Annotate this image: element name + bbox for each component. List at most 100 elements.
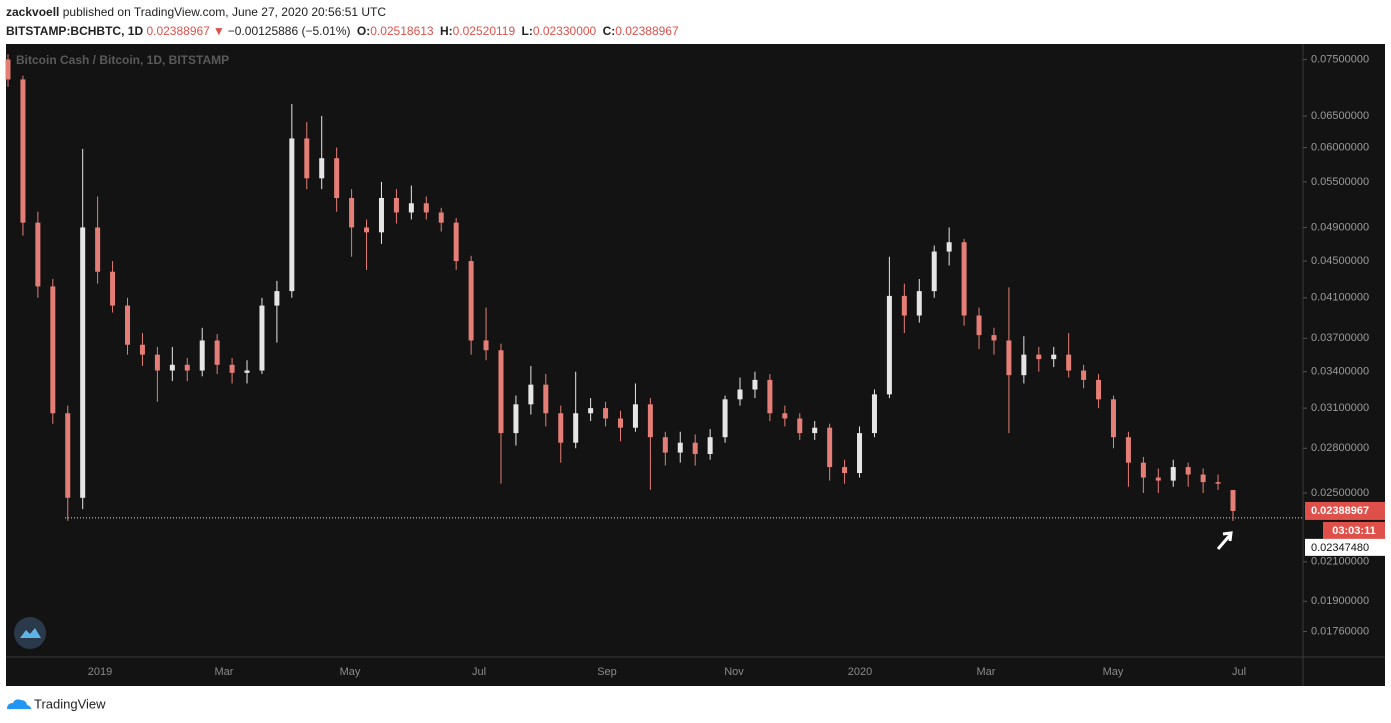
- candle-body: [214, 340, 220, 365]
- candle-body: [722, 399, 728, 438]
- o: 0.02518613: [370, 24, 434, 38]
- watermark: Bitcoin Cash / Bitcoin, 1D, BITSTAMP: [16, 53, 229, 67]
- l: 0.02330000: [532, 24, 597, 38]
- candle-body: [632, 404, 638, 428]
- candle-body: [1110, 399, 1116, 438]
- c-label: C:: [602, 24, 616, 38]
- last-price-box: [1305, 501, 1385, 520]
- candle-body: [1021, 354, 1027, 376]
- arrow-annotation: [1216, 531, 1233, 550]
- candle-body: [1096, 379, 1102, 400]
- candle-body: [871, 394, 877, 434]
- candle-body: [5, 59, 11, 80]
- candle-body: [767, 379, 773, 414]
- candle-body: [707, 437, 713, 454]
- candle-body: [1215, 482, 1221, 484]
- y-tick-label: 0.02800000: [1311, 442, 1369, 454]
- x-tick-label: Mar: [215, 666, 234, 678]
- y-tick-label: 0.03700000: [1311, 332, 1369, 344]
- candle-body: [588, 408, 594, 414]
- candle-body: [1036, 354, 1042, 360]
- change: −0.00125886 (−5.01%): [227, 24, 351, 38]
- x-tick-label: 2019: [88, 666, 112, 678]
- y-tick-label: 0.03400000: [1311, 366, 1369, 378]
- candle-body: [468, 261, 474, 341]
- candle-body: [916, 291, 922, 316]
- x-tick-label: Nov: [724, 666, 744, 678]
- header: zackvoell published on TradingView.com, …: [6, 3, 682, 41]
- arrow: ▼: [212, 24, 225, 38]
- candle-body: [1125, 437, 1131, 463]
- h: 0.02520119: [452, 24, 516, 38]
- candle-body: [154, 354, 160, 371]
- candle-body: [961, 242, 967, 316]
- x-tick-label: Mar: [977, 666, 996, 678]
- candle-body: [647, 404, 653, 438]
- candle-body: [244, 370, 250, 373]
- candle-body: [558, 413, 564, 443]
- x-tick-label: Sep: [597, 666, 617, 678]
- candle-body: [976, 315, 982, 336]
- candle-body: [334, 158, 340, 198]
- candle-body: [827, 427, 833, 468]
- candle-body: [199, 340, 205, 371]
- footer-brand: TradingView: [34, 696, 106, 711]
- candle-body: [797, 418, 803, 434]
- candle-body: [677, 442, 683, 453]
- logo-badge: [14, 617, 46, 649]
- candle-body: [991, 335, 997, 341]
- candle-body: [289, 138, 295, 292]
- candle-body: [1230, 490, 1236, 511]
- candle-body: [408, 203, 414, 213]
- candle-body: [169, 364, 175, 371]
- candle-body: [1006, 340, 1012, 376]
- candle-body: [378, 197, 384, 233]
- last: 0.02388967: [146, 24, 210, 38]
- candle-body: [259, 305, 265, 371]
- y-tick-label: 0.01760000: [1311, 625, 1369, 637]
- candle-body: [618, 418, 623, 428]
- candle-body: [229, 364, 235, 373]
- candle-body: [304, 138, 310, 179]
- candle-body: [184, 364, 190, 371]
- c: 0.02388967: [615, 24, 679, 38]
- last-price-label: 0.02388967: [1311, 505, 1369, 517]
- x-tick-label: Jul: [1232, 666, 1246, 678]
- candle-body: [603, 408, 609, 419]
- x-tick-label: 2020: [848, 666, 872, 678]
- candle-body: [662, 437, 668, 453]
- candle-body: [1200, 474, 1206, 483]
- symbol: BITSTAMP:BCHBTC, 1D: [6, 24, 144, 38]
- candle-body: [95, 227, 101, 272]
- y-tick-label: 0.02500000: [1311, 487, 1369, 499]
- candle-body: [543, 384, 549, 414]
- candle-body: [393, 197, 399, 213]
- candle-body: [513, 404, 519, 434]
- candle-body: [782, 413, 788, 419]
- chart-background: [6, 44, 1385, 686]
- published: published on TradingView.com, June 27, 2…: [62, 5, 387, 19]
- candle-body: [812, 427, 818, 434]
- candle-body: [483, 340, 489, 351]
- l-label: L:: [521, 24, 533, 38]
- x-tick-label: May: [340, 666, 361, 678]
- candle-body: [319, 158, 325, 179]
- author: zackvoell: [6, 5, 60, 19]
- candle-body: [438, 212, 444, 223]
- candle-body: [349, 197, 355, 228]
- y-tick-label: 0.04100000: [1311, 292, 1369, 304]
- candle-body: [50, 286, 56, 414]
- candle-body: [110, 271, 116, 306]
- candle-body: [1051, 354, 1057, 360]
- y-tick-label: 0.04500000: [1311, 255, 1369, 267]
- candle-body: [528, 384, 534, 405]
- candles: [5, 54, 1236, 521]
- candle-body: [1155, 477, 1161, 481]
- candle-body: [842, 467, 848, 474]
- x-tick-label: Jul: [472, 666, 486, 678]
- candle-body: [65, 413, 71, 498]
- candle-body: [125, 305, 131, 345]
- candle-body: [35, 222, 41, 287]
